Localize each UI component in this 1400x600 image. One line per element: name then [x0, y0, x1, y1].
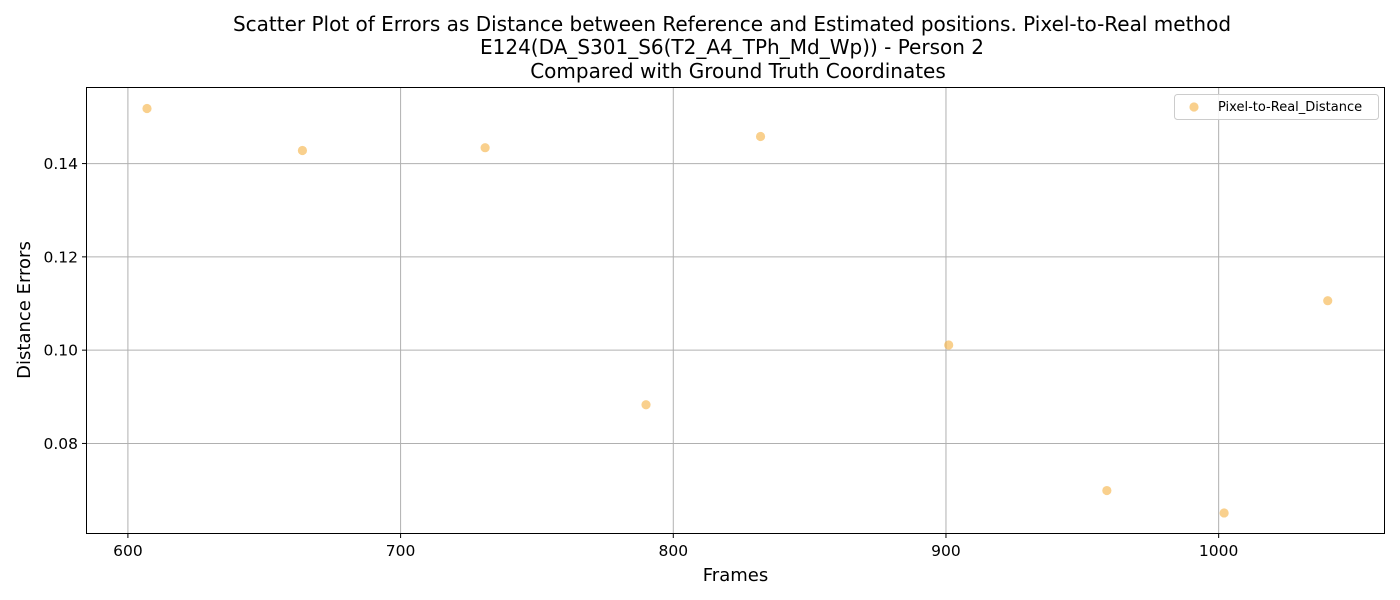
x-tick-label: 1000 [1199, 542, 1238, 560]
x-tick-label: 700 [386, 542, 416, 560]
y-tick-label: 0.10 [43, 342, 78, 360]
data-point [1323, 296, 1333, 306]
chart-title-line-1: Scatter Plot of Errors as Distance betwe… [233, 12, 1231, 36]
x-tick-label: 900 [931, 542, 961, 560]
data-point [297, 145, 308, 156]
chart-title-line-2: E124(DA_S301_S6(T2_A4_TPh_Md_Wp)) - Pers… [480, 35, 984, 59]
legend-box [1174, 94, 1379, 120]
legend-label: Pixel-to-Real_Distance [1218, 100, 1362, 115]
x-axis-ticks: 600 700 800 900 1000 [113, 533, 1238, 560]
y-tick-label: 0.14 [43, 155, 78, 173]
chart-title-line-3: Compared with Ground Truth Coordinates [530, 59, 946, 83]
data-point [944, 340, 954, 350]
data-point [142, 103, 152, 114]
y-axis-ticks: 0.08 0.10 0.12 0.14 [43, 155, 87, 453]
x-axis-label: Frames [703, 565, 768, 586]
data-point [1219, 508, 1229, 518]
legend-marker [1189, 102, 1199, 112]
data-points [142, 103, 1333, 518]
data-point [641, 400, 651, 410]
data-point [755, 131, 766, 142]
y-tick-label: 0.08 [43, 435, 78, 453]
grid-lines [87, 88, 1385, 533]
x-tick-label: 600 [113, 542, 143, 560]
data-point [1102, 485, 1112, 496]
y-tick-label: 0.12 [43, 248, 78, 266]
legend: Pixel-to-Real_Distance [1174, 94, 1379, 120]
chart-title: Scatter Plot of Errors as Distance betwe… [233, 12, 1231, 83]
data-point [480, 143, 490, 153]
y-axis-label: Distance Errors [14, 241, 35, 379]
x-tick-label: 800 [658, 542, 688, 560]
plot-frame [86, 87, 1385, 534]
